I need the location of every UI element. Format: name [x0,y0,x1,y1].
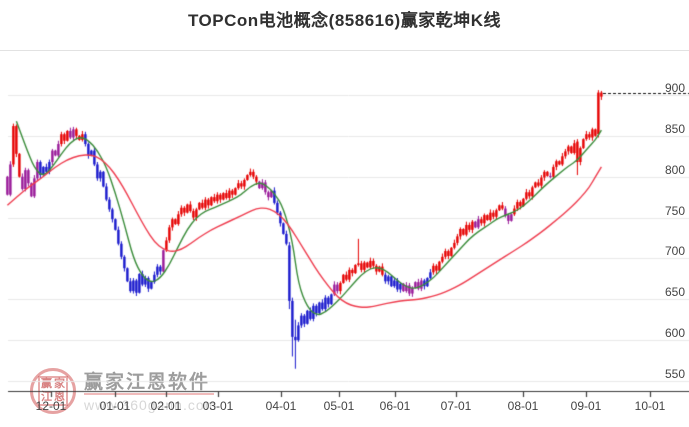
x-axis-label: 02-01 [150,399,182,413]
y-axis-label: 750 [664,203,685,218]
y-axis-label: 700 [664,244,685,259]
x-axis-label: 05-01 [323,399,355,413]
y-axis-label: 900 [664,81,685,95]
x-axis-label: 09-01 [570,399,602,413]
y-axis-label: 850 [664,121,685,136]
y-axis-label: 800 [664,162,685,177]
x-axis-label: 04-01 [265,399,297,413]
y-axis-label: 600 [664,326,685,341]
y-axis-label: 550 [664,367,685,381]
x-axis-label: 10-01 [634,399,666,413]
x-axis-label: 01-01 [99,399,131,413]
x-axis-label: 06-01 [379,399,411,413]
x-axis-label: 03-01 [202,399,234,413]
y-axis-label: 650 [664,285,685,300]
x-axis-label: 07-01 [440,399,472,413]
x-axis-label: 08-01 [507,399,539,413]
x-axis-label: 12-01 [35,399,67,413]
